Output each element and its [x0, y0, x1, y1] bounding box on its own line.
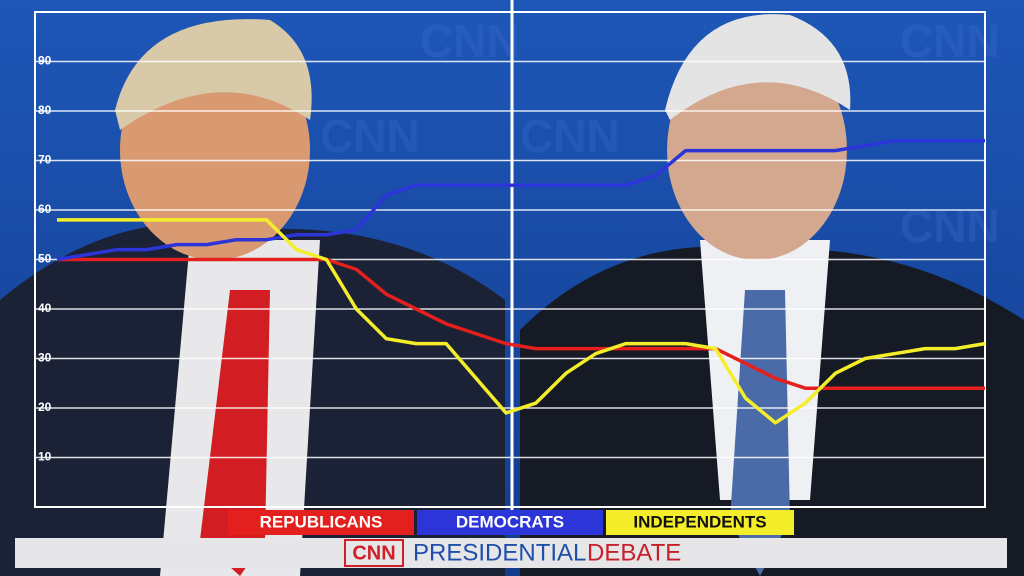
watermark: CNN: [900, 200, 1000, 252]
y-tick-label: 70: [38, 153, 52, 167]
y-tick-label: 50: [38, 252, 52, 266]
y-tick-label: 40: [38, 301, 52, 315]
network-logo: CNN: [352, 542, 395, 564]
banner-bg: [15, 538, 1007, 568]
legend-swatch: [228, 510, 414, 535]
legend-swatch: [606, 510, 794, 535]
series-line: [57, 218, 986, 425]
watermark: CNN: [520, 110, 620, 162]
y-tick-label: 80: [38, 103, 52, 117]
legend-label: INDEPENDENTS: [633, 512, 766, 531]
banner-title: PRESIDENTIAL: [413, 539, 586, 566]
watermark: CNN: [420, 15, 520, 67]
banner: CNN PRESIDENTIAL DEBATE: [15, 538, 1007, 568]
watermark: CNN: [320, 110, 420, 162]
y-tick-label: 90: [38, 54, 52, 68]
legend: REPUBLICANS DEMOCRATS INDEPENDENTS: [228, 510, 794, 535]
banner-title: DEBATE: [587, 539, 681, 566]
watermark: CNN: [900, 15, 1000, 67]
y-tick-label: 30: [38, 351, 52, 365]
y-tick-label: 60: [38, 202, 52, 216]
legend-label: DEMOCRATS: [456, 512, 564, 531]
network-box: [344, 539, 404, 567]
y-tick-label: 10: [38, 450, 52, 464]
series-line: [57, 257, 985, 390]
y-tick-label: 20: [38, 400, 52, 414]
left-figure: [0, 19, 505, 576]
legend-label: REPUBLICANS: [260, 512, 383, 531]
series-line: [56, 138, 985, 262]
legend-swatch: [417, 510, 603, 535]
